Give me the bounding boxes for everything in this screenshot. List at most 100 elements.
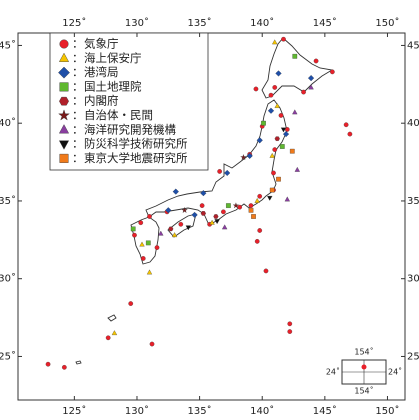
legend-label: 海洋研究開発機構 [84, 122, 176, 136]
legend-separator: ： [72, 151, 84, 165]
station [132, 232, 137, 238]
station [111, 330, 118, 336]
station [246, 152, 253, 159]
y-tick-label: 30˚ [407, 273, 419, 285]
station [185, 225, 192, 231]
station [145, 240, 151, 246]
inset-label: 24˚ [326, 367, 340, 377]
station [282, 130, 290, 138]
station [269, 152, 275, 158]
station [209, 219, 215, 225]
station [263, 268, 269, 274]
station [139, 241, 145, 247]
station [279, 144, 285, 149]
y-tick-label: 35˚ [0, 195, 16, 207]
y-tick-label: 35˚ [407, 195, 419, 207]
y-tick-label: 40˚ [407, 117, 419, 129]
legend-marker [58, 52, 70, 62]
station [200, 190, 207, 197]
station [280, 127, 287, 133]
station [301, 89, 306, 95]
station [267, 107, 275, 114]
station [269, 187, 275, 193]
legend-separator: ： [72, 94, 84, 108]
station [274, 136, 280, 141]
station [61, 364, 67, 370]
inset-station [361, 364, 367, 370]
x-tick-label: 140˚ [250, 405, 274, 417]
station [105, 335, 111, 341]
legend-separator: ： [72, 137, 84, 151]
station [294, 166, 300, 172]
station [267, 195, 273, 201]
station [256, 137, 263, 144]
station [171, 232, 178, 238]
station [292, 109, 298, 115]
legend-marker [59, 39, 69, 49]
legend-separator: ： [72, 122, 84, 136]
y-tick-label: 30˚ [0, 273, 16, 285]
station [284, 196, 290, 202]
station [181, 206, 188, 213]
legend-marker [58, 140, 70, 150]
legend-label: 国土地理院 [84, 79, 142, 93]
legend-marker [59, 82, 69, 92]
station [275, 70, 282, 77]
station [330, 69, 335, 75]
x-tick-label: 150˚ [375, 17, 399, 29]
x-tick-label: 125˚ [62, 405, 86, 417]
legend-marker [58, 66, 70, 79]
x-tick-label: 135˚ [188, 405, 212, 417]
station [213, 214, 219, 219]
inset-label: 24˚ [388, 367, 402, 377]
station [128, 301, 134, 306]
station [248, 207, 254, 213]
station [147, 214, 152, 219]
legend-label: 気象庁 [84, 37, 119, 51]
station [276, 176, 281, 182]
station [146, 269, 153, 275]
x-tick-label: 130˚ [125, 405, 149, 417]
station [287, 329, 293, 334]
legend [49, 32, 209, 171]
y-tick-label: 25˚ [407, 350, 419, 362]
y-tick-label: 45˚ [0, 39, 16, 51]
station [221, 209, 226, 215]
station [191, 211, 198, 219]
station [45, 361, 51, 367]
station [130, 226, 136, 232]
legend-marker [59, 153, 69, 163]
station [158, 230, 164, 236]
x-tick-label: 140˚ [250, 17, 274, 29]
station [271, 170, 276, 176]
station [257, 193, 263, 199]
x-tick-label: 145˚ [313, 17, 337, 29]
legend-label: 東京大学地震研究所 [84, 151, 188, 165]
station [268, 92, 274, 98]
station [251, 214, 256, 219]
station [261, 120, 266, 126]
station [254, 197, 260, 203]
station [138, 220, 144, 226]
legend-label: 内閣府 [84, 94, 119, 108]
station [257, 228, 263, 233]
station [224, 169, 231, 177]
station [200, 211, 206, 216]
legend-separator: ： [72, 51, 84, 65]
station [254, 239, 260, 244]
legend-marker [58, 109, 70, 121]
station [272, 147, 278, 152]
station [221, 224, 228, 230]
station [343, 122, 349, 128]
station [199, 203, 205, 208]
legend-label: 港湾局 [84, 65, 119, 79]
legend-label: 防災科学技術研究所 [84, 137, 188, 151]
legend-marker [58, 124, 70, 134]
station [292, 53, 298, 59]
station [287, 321, 293, 327]
inset-label: 154˚ [354, 386, 373, 396]
station [240, 154, 247, 161]
station [313, 58, 319, 64]
station [140, 256, 146, 261]
